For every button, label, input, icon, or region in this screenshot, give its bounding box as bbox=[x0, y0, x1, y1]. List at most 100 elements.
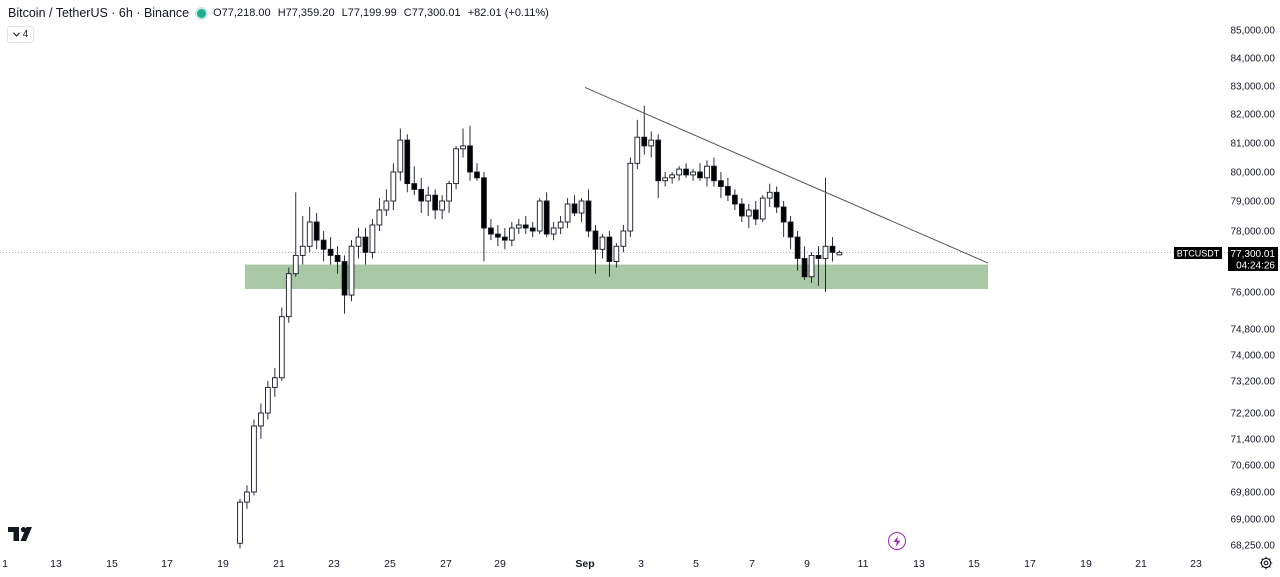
price-scale[interactable]: 85,000.00 84,000.00 83,000.00 82,000.00 81,0… bbox=[1228, 0, 1280, 552]
candle bbox=[732, 189, 738, 210]
candle bbox=[620, 225, 627, 253]
ticker-tag-label: BTCUSDT bbox=[1177, 249, 1220, 259]
candle-body bbox=[822, 245, 829, 259]
lightning-icon[interactable] bbox=[888, 532, 906, 550]
candle-body bbox=[278, 316, 285, 379]
time-tick-label: 29 bbox=[494, 558, 506, 570]
candle bbox=[362, 228, 369, 265]
price-tick-label: 74,800.00 bbox=[1231, 325, 1276, 336]
price-tick-label: 82,000.00 bbox=[1231, 110, 1276, 121]
candle bbox=[522, 216, 529, 235]
candle bbox=[495, 225, 501, 247]
candle bbox=[822, 177, 829, 292]
candle-body bbox=[780, 206, 787, 223]
market-status-icon[interactable] bbox=[197, 8, 207, 18]
candle bbox=[759, 195, 766, 222]
time-axis: 1 13 15 17 19 21 23 25 27 29 Sep 3 5 7 9 11 13 15 17 19 21 23 bbox=[2, 558, 1202, 570]
candle-body bbox=[676, 168, 682, 176]
time-tick-label: 19 bbox=[1080, 558, 1092, 570]
time-tick-label: 21 bbox=[273, 558, 285, 570]
candle bbox=[390, 163, 397, 210]
candle-body bbox=[522, 224, 529, 229]
time-tick-label: 5 bbox=[693, 558, 699, 570]
candle-body bbox=[690, 171, 696, 176]
tradingview-logo-icon[interactable] bbox=[8, 527, 36, 546]
candle-body bbox=[801, 258, 808, 278]
price-tick-label: 83,000.00 bbox=[1231, 82, 1276, 93]
last-price-label: 77,300.01 bbox=[1231, 249, 1276, 260]
candle-body bbox=[425, 194, 432, 202]
candle-body bbox=[732, 194, 738, 205]
candle bbox=[815, 246, 822, 286]
time-tick-label: 1 bbox=[2, 558, 8, 570]
candle bbox=[355, 228, 362, 259]
candle-body bbox=[251, 425, 257, 493]
candle bbox=[557, 216, 564, 235]
time-scale[interactable]: 1 13 15 17 19 21 23 25 27 29 Sep 3 5 7 9 11 13 15 17 19 21 23 bbox=[0, 552, 1228, 572]
ohlc-values: O77,218.00 H77,359.20 L77,199.99 C77,300… bbox=[213, 7, 553, 19]
candle-body bbox=[474, 171, 480, 179]
candle bbox=[592, 225, 599, 274]
candle bbox=[829, 237, 836, 262]
chart-area[interactable]: BTCUSDT bbox=[0, 0, 1228, 552]
price-tick-label: 84,000.00 bbox=[1231, 54, 1276, 65]
candle bbox=[655, 134, 662, 199]
candle-body bbox=[738, 203, 745, 217]
time-tick-label: 13 bbox=[50, 558, 62, 570]
time-tick-label: 19 bbox=[217, 558, 229, 570]
candle-body bbox=[313, 221, 320, 241]
candle-body bbox=[306, 221, 313, 247]
candle-body bbox=[585, 200, 592, 232]
candle bbox=[265, 381, 271, 420]
candle bbox=[488, 219, 494, 241]
candle-body bbox=[355, 236, 362, 247]
price-tick-label: 71,400.00 bbox=[1231, 435, 1276, 446]
indicators-collapse-button[interactable]: 4 bbox=[7, 26, 34, 43]
candle bbox=[313, 213, 320, 250]
candle-body bbox=[397, 139, 404, 173]
candle bbox=[299, 216, 306, 265]
price-tick-label: 79,000.00 bbox=[1231, 197, 1276, 208]
candle-body bbox=[578, 200, 585, 214]
candle-body bbox=[334, 254, 341, 262]
candle-body bbox=[508, 227, 515, 241]
candle bbox=[432, 189, 439, 219]
gear-icon[interactable] bbox=[1259, 556, 1273, 570]
time-tick-label: 27 bbox=[440, 558, 452, 570]
chevron-down-icon bbox=[12, 32, 20, 37]
candle bbox=[508, 222, 515, 247]
candle bbox=[536, 198, 543, 235]
candle bbox=[397, 128, 404, 181]
candle-body bbox=[836, 251, 843, 256]
time-tick-label: Sep bbox=[575, 558, 594, 570]
candle bbox=[550, 222, 557, 241]
candle bbox=[348, 240, 355, 302]
candle bbox=[320, 231, 327, 262]
candle bbox=[369, 219, 376, 259]
candle-body bbox=[453, 148, 459, 185]
candle-body bbox=[515, 224, 522, 229]
time-tick-label: 3 bbox=[638, 558, 644, 570]
candle bbox=[787, 216, 794, 250]
price-tick-label: 80,000.00 bbox=[1231, 168, 1276, 179]
candle-body bbox=[829, 245, 836, 253]
time-tick-label: 25 bbox=[384, 558, 396, 570]
candle-body bbox=[404, 139, 411, 185]
candle bbox=[704, 160, 710, 187]
candle-body bbox=[725, 186, 731, 196]
price-tick-label: 69,800.00 bbox=[1231, 488, 1276, 499]
candle-body bbox=[348, 245, 355, 296]
ticker-tag-box bbox=[1174, 247, 1222, 259]
price-tick-label: 78,000.00 bbox=[1231, 227, 1276, 238]
symbol-title[interactable]: Bitcoin / TetherUS · 6h · Binance bbox=[8, 6, 190, 20]
candle bbox=[738, 198, 745, 222]
candle bbox=[467, 125, 473, 181]
candle-body bbox=[390, 171, 397, 202]
candle-body bbox=[320, 239, 327, 250]
candle-body bbox=[599, 236, 606, 250]
candle bbox=[836, 250, 843, 256]
price-tick-label: 81,000.00 bbox=[1231, 139, 1276, 150]
candle-body bbox=[711, 165, 717, 182]
candle-body bbox=[759, 197, 766, 220]
price-axis: 85,000.00 84,000.00 83,000.00 82,000.00 81,0… bbox=[1228, 26, 1278, 552]
